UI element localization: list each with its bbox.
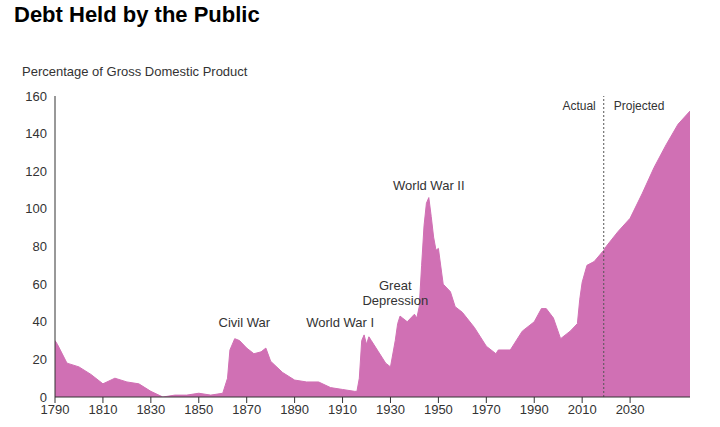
- html-text:Debt Held by the Public: Debt Held by the Public: [14, 2, 260, 27]
- svg-text:1990: 1990: [520, 402, 549, 417]
- svg-text:1970: 1970: [472, 402, 501, 417]
- svg-text:1830: 1830: [136, 402, 165, 417]
- svg-text:100: 100: [25, 201, 47, 216]
- svg-text:1790: 1790: [40, 402, 70, 418]
- svg-text:80: 80: [33, 239, 47, 254]
- svg-text:World War I: World War I: [306, 315, 374, 330]
- svg-text:1950: 1950: [424, 402, 453, 417]
- svg-text:1850: 1850: [184, 402, 213, 417]
- svg-text:1890: 1890: [280, 402, 309, 417]
- svg-text:140: 140: [25, 126, 47, 141]
- svg-text:1870: 1870: [232, 402, 261, 417]
- svg-text:20: 20: [33, 352, 47, 367]
- svg-text:Civil War: Civil War: [219, 315, 271, 330]
- svg-text:1930: 1930: [376, 402, 405, 417]
- svg-text:2030: 2030: [616, 402, 645, 417]
- svg-text:1810: 1810: [88, 402, 117, 417]
- svg-text:Projected: Projected: [614, 99, 665, 113]
- svg-text:40: 40: [33, 314, 47, 329]
- svg-text:0: 0: [40, 390, 47, 405]
- svg-text:60: 60: [33, 277, 47, 292]
- svg-text:2010: 2010: [568, 402, 597, 417]
- svg-text:Actual: Actual: [562, 99, 595, 113]
- svg-text:GreatDepression: GreatDepression: [362, 278, 428, 308]
- svg-text:World War II: World War II: [393, 178, 465, 193]
- svg-text:160: 160: [25, 89, 47, 104]
- svg-text:1910: 1910: [328, 402, 357, 417]
- html-text:Percentage of Gross Domestic P: Percentage of Gross Domestic Product: [22, 64, 248, 79]
- svg-text:120: 120: [25, 164, 47, 179]
